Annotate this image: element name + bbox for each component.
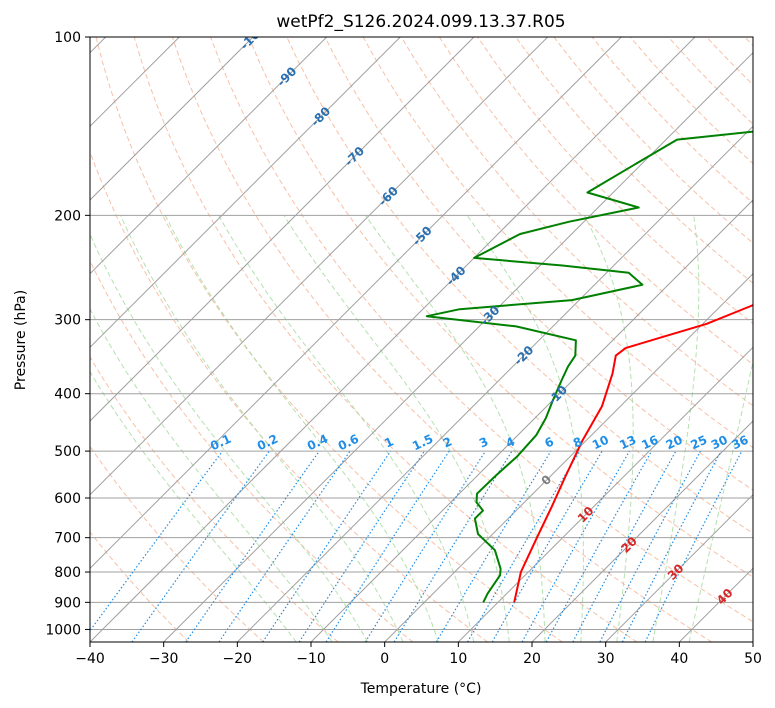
moist-adiabat: [90, 232, 369, 642]
moist-adiabat: [283, 215, 510, 642]
x-tick-label: 20: [523, 651, 541, 667]
x-tick-label: −30: [149, 651, 179, 667]
dry-adiabat: [248, 37, 753, 578]
dry-adiabat: [133, 37, 638, 642]
dry-adiabat: [90, 445, 264, 642]
y-tick-label: 800: [54, 565, 81, 581]
x-tick-label: −20: [223, 651, 253, 667]
mixing-ratio-label: 16: [639, 433, 660, 453]
isotherm: [310, 199, 753, 642]
x-tick-label: 10: [449, 651, 467, 667]
mixing-ratio-label: 36: [730, 433, 751, 453]
plot-frame: [89, 36, 754, 643]
moist-adiabat: [583, 215, 634, 642]
isotherm: [605, 493, 753, 642]
mixing-ratio-line: [599, 450, 702, 642]
isotherms: [90, 37, 753, 642]
x-tick-label: 0: [380, 651, 389, 667]
isotherm: [90, 37, 475, 422]
y-tick-label: 500: [54, 444, 81, 460]
isotherm: [90, 37, 549, 496]
x-tick-label: 40: [670, 651, 688, 667]
mixing-ratio-line: [572, 450, 677, 642]
mixing-ratio-line: [466, 450, 580, 642]
x-tick-label: 50: [744, 651, 762, 667]
isotherm: [457, 346, 753, 642]
mixing-ratio-labels: 0.1 0.2 0.4 0.6 1 1.5 2 3 4 6 8 10 13 16 20 25 30 36: [208, 432, 750, 454]
moist-adiabat: [90, 308, 333, 642]
y-tick-label: 400: [54, 387, 81, 403]
mixing-ratio-line: [521, 450, 631, 642]
y-tick-label: 900: [54, 595, 81, 611]
mixing-ratio-label: 10: [590, 433, 611, 453]
dry-adiabat: [400, 37, 753, 407]
y-axis: 1000 900 800 700 600 500 400 300 200 100: [45, 30, 90, 638]
isotherm: [90, 37, 254, 201]
y-axis-label: Pressure (hPa): [13, 290, 29, 390]
mixing-ratio-line: [218, 450, 351, 642]
moist-adiabat: [364, 215, 546, 642]
mixing-ratio-label: 20: [664, 433, 685, 453]
dewpoint-line: [425, 130, 753, 603]
isotherm: [90, 37, 328, 275]
moist-adiabat: [120, 215, 404, 642]
y-tick-label: 600: [54, 491, 81, 507]
moist-adiabat: [164, 215, 439, 642]
mixing-ratio-lines: [90, 450, 743, 642]
dry-adiabat: [90, 531, 190, 642]
mixing-ratio-line: [131, 450, 270, 642]
y-tick-label: 100: [54, 30, 81, 46]
isotherm: [236, 125, 753, 642]
y-tick-label: 700: [54, 531, 81, 547]
dry-adiabat: [515, 37, 753, 284]
dry-adiabat: [171, 37, 712, 642]
mixing-ratio-label: 25: [688, 433, 709, 453]
isotherm: [531, 420, 753, 642]
mixing-ratio-line: [621, 450, 722, 642]
moist-adiabat: [90, 370, 297, 642]
mixing-ratio-line: [90, 450, 223, 632]
mixing-ratio-line: [325, 450, 450, 642]
mixing-ratio-line: [364, 450, 486, 642]
x-tick-label: −40: [75, 651, 105, 667]
plot-area: -100-90-80-70-60-50-40-30-20-10010203040…: [90, 37, 753, 642]
mixing-ratio-line: [262, 450, 392, 642]
mixing-ratio-line: [644, 450, 743, 642]
mixing-ratio-line: [298, 450, 425, 642]
dry-adiabat: [90, 356, 339, 642]
mixing-ratio-label: 30: [709, 433, 730, 453]
x-tick-label: −10: [296, 651, 326, 667]
dry-adiabat: [90, 150, 488, 642]
dry-adiabat: [438, 37, 753, 366]
mixing-ratio-line: [545, 450, 653, 642]
chart-title: wetPf2_S126.2024.099.13.37.R05: [276, 12, 565, 32]
profile-series: [425, 130, 753, 603]
moist-adiabats: [90, 215, 753, 642]
y-tick-label: 1000: [45, 622, 81, 638]
dry-adiabat: [324, 37, 753, 491]
isotherm: [90, 37, 401, 349]
moist-adiabat: [688, 358, 753, 642]
temperature-line: [513, 303, 753, 603]
x-axis-label: Temperature (°C): [360, 681, 482, 697]
mixing-ratio-line: [491, 450, 603, 642]
x-axis: −40 −30 −20 −10 0 10 20 30 40 50: [75, 642, 762, 667]
x-tick-label: 30: [597, 651, 615, 667]
isotherm: [90, 37, 622, 570]
isotherm: [90, 37, 696, 642]
mixing-ratio-label: 13: [617, 433, 638, 453]
moist-adiabat: [652, 215, 700, 642]
y-tick-label: 200: [54, 208, 81, 224]
mixing-ratio-line: [435, 450, 552, 642]
isotherm: [163, 51, 753, 642]
dry-adiabat: [95, 37, 563, 642]
y-tick-label: 300: [54, 313, 81, 329]
pressure-gridlines: [90, 37, 753, 630]
